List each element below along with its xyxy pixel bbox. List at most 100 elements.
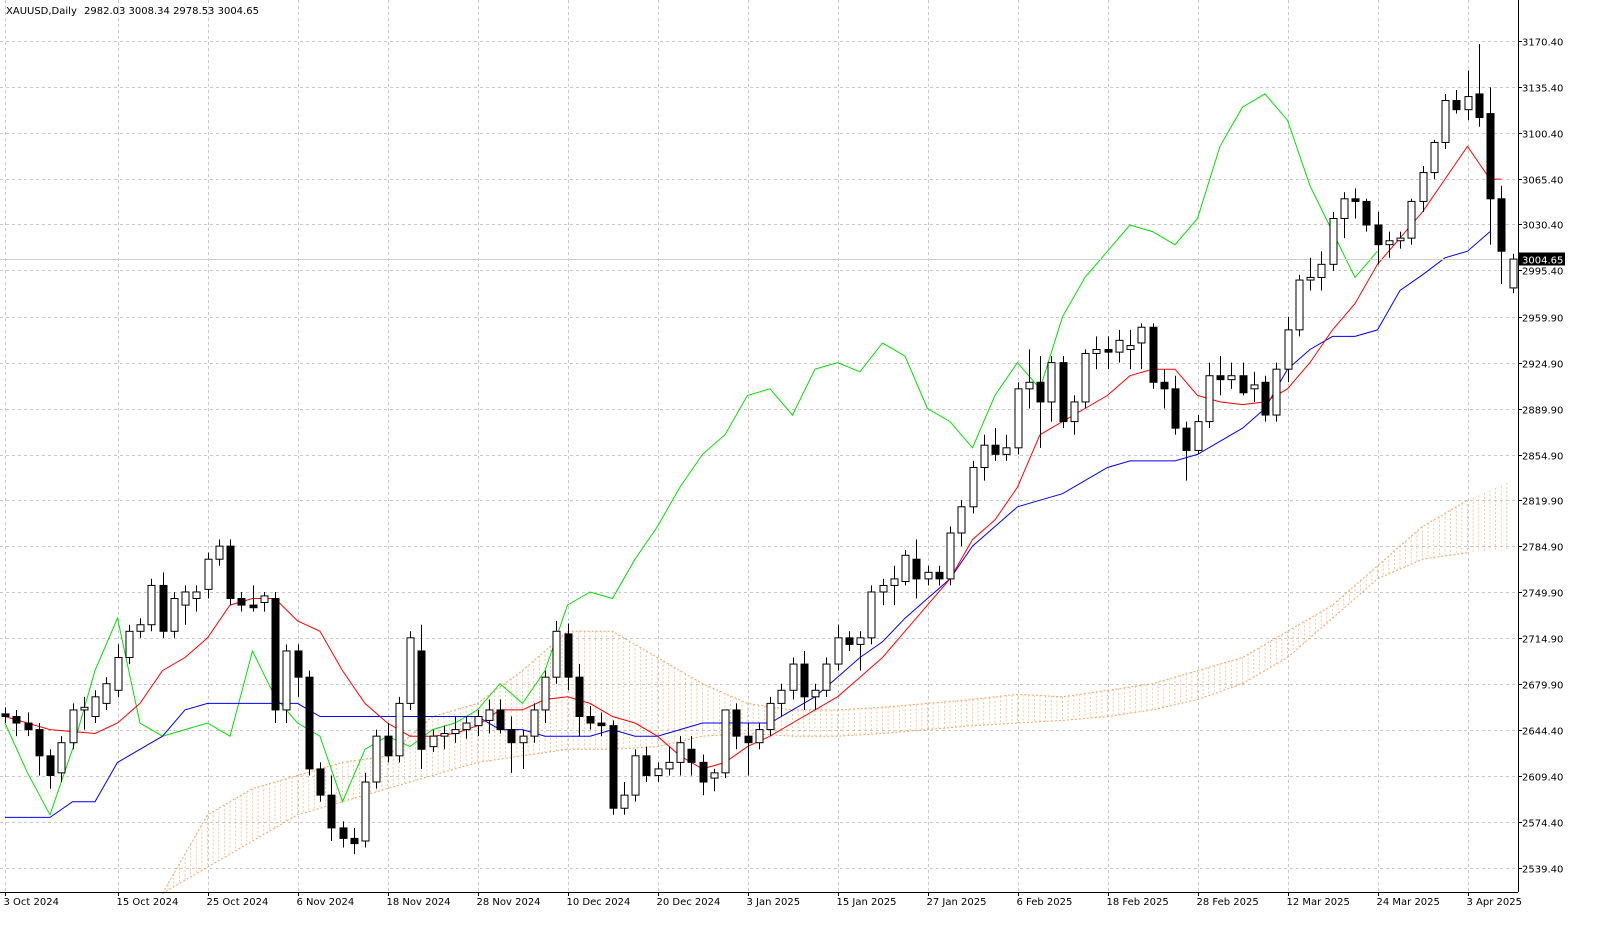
candle-body-bear	[35, 729, 44, 757]
candle-body-bull	[789, 663, 798, 691]
candle	[1284, 316, 1293, 383]
candle-body-bull	[1317, 263, 1326, 278]
y-tick-label: 2924.90	[1522, 360, 1563, 371]
candle-body-bull	[1025, 381, 1034, 390]
candle	[901, 550, 910, 586]
candle-body-bull	[957, 506, 966, 534]
candle-body-bear	[1059, 362, 1068, 423]
candle	[620, 782, 629, 815]
candle	[125, 624, 134, 665]
candle-body-bull	[395, 702, 404, 757]
candle	[474, 709, 483, 737]
candle-body-bull	[181, 591, 190, 606]
candle-body-bear	[507, 729, 516, 744]
candle	[1047, 356, 1056, 422]
candle-body-bear	[1452, 100, 1461, 111]
candle-body-bull	[1509, 258, 1518, 289]
candle	[800, 650, 809, 710]
candle-body-bull	[170, 598, 179, 632]
candle-body-bull	[620, 794, 629, 809]
candle-body-bull	[980, 444, 989, 468]
candle-body-bull	[451, 729, 460, 735]
candle-body-bull	[766, 702, 775, 731]
candle	[530, 703, 539, 743]
candle	[204, 552, 213, 599]
candle	[1070, 395, 1079, 435]
candle-body-bear	[1261, 381, 1270, 416]
candle-body-bull	[282, 650, 291, 711]
candle-body-bear	[1486, 113, 1495, 200]
candle	[699, 754, 708, 796]
candle	[507, 716, 516, 773]
candle	[192, 585, 201, 612]
x-tick-label: 6 Feb 2025	[1017, 897, 1073, 908]
candle	[1430, 139, 1439, 180]
candle	[316, 762, 325, 802]
candle-body-bear	[1475, 93, 1484, 119]
candle	[91, 690, 100, 724]
y-tick-label: 3030.40	[1522, 221, 1563, 232]
price-tag-text: 3004.65	[1522, 256, 1563, 267]
candle	[406, 631, 415, 710]
candle-body-bear	[609, 725, 618, 809]
candle-body-bull	[1464, 96, 1473, 111]
candle	[1194, 415, 1203, 455]
candle	[721, 709, 730, 779]
candle-body-bear	[384, 735, 393, 757]
candle-body-bear	[159, 584, 168, 632]
candle	[1059, 356, 1068, 429]
candle-body-bull	[676, 742, 685, 763]
candle	[46, 749, 55, 789]
candle-body-bull	[1070, 401, 1079, 423]
candle-body-bull	[1205, 375, 1214, 423]
candle-body-bear	[845, 637, 854, 645]
candle	[1081, 349, 1090, 409]
x-tick-label: 3 Oct 2024	[4, 897, 59, 908]
candle-body-bear	[800, 663, 809, 698]
candle	[1374, 211, 1383, 265]
x-tick-label: 3 Jan 2025	[747, 897, 801, 908]
candle	[834, 624, 843, 671]
candle	[114, 644, 123, 697]
candle	[642, 746, 651, 783]
candle	[305, 670, 314, 776]
candle-body-bear	[1374, 224, 1383, 246]
y-tick-label: 2609.40	[1522, 773, 1563, 784]
tenkan-sen-line	[4, 145, 1502, 770]
candle	[789, 657, 798, 700]
y-tick-label: 2644.40	[1522, 727, 1563, 738]
candle-body-bear	[732, 709, 741, 737]
candle	[136, 618, 145, 638]
candle	[1250, 371, 1259, 402]
y-tick-label: 2995.40	[1522, 267, 1563, 278]
candle-body-bull	[1194, 421, 1203, 451]
candles	[1, 44, 1518, 855]
candle	[102, 677, 111, 710]
y-tick-label: 2959.90	[1522, 314, 1563, 325]
candle	[1475, 44, 1484, 127]
candle	[1115, 329, 1124, 363]
candle	[822, 657, 831, 697]
candle-body-bear	[1239, 375, 1248, 394]
candle	[451, 716, 460, 743]
candle-body-bear	[699, 761, 708, 783]
candle-body-bear	[350, 837, 359, 845]
candle-body-bear	[305, 676, 314, 770]
candle-body-bear	[687, 748, 696, 763]
senkou-span-b	[162, 552, 1468, 894]
x-tick-label: 27 Jan 2025	[927, 897, 987, 908]
candle-body-bear	[586, 715, 595, 724]
candle	[1295, 274, 1304, 337]
candle-body-bear	[744, 735, 753, 744]
candle	[1407, 198, 1416, 245]
candle	[1227, 362, 1236, 389]
candle-body-bull	[1014, 388, 1023, 449]
candle	[372, 729, 381, 789]
candle	[237, 591, 246, 612]
candle	[1351, 188, 1360, 219]
candle	[867, 585, 876, 645]
y-tick-label: 2574.40	[1522, 819, 1563, 830]
candle-body-bull	[1407, 200, 1416, 239]
candle	[609, 720, 618, 815]
candle	[384, 723, 393, 763]
